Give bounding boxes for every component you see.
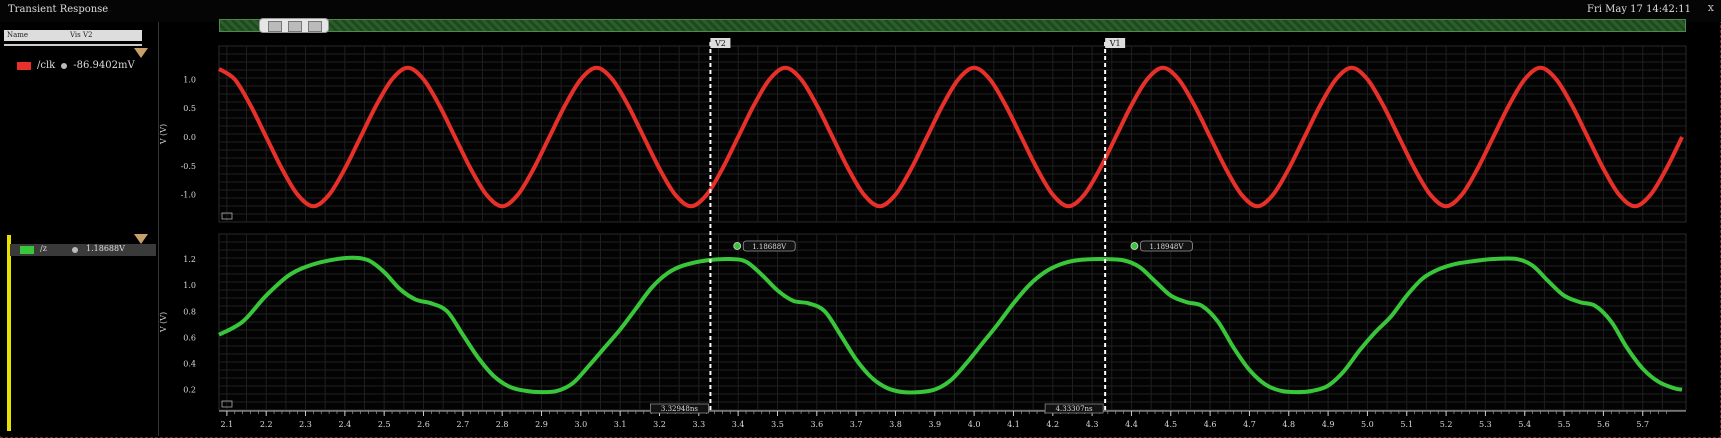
legend-trace-name: /z [40,244,47,253]
y-tick-label: 0.6 [183,333,196,342]
x-tick-label: 3.6 [810,420,823,429]
x-tick-label: 4.4 [1125,420,1138,429]
legend-header-name: Name [7,31,29,39]
cursor-value-box [742,240,796,252]
legend-trace-value: -86.9402mV [73,60,135,71]
x-tick-label: 4.1 [1007,420,1020,429]
y-tick-label: 1.0 [183,75,196,84]
cursor-tag [1105,38,1126,48]
legend-trace-name: /clk [37,60,56,71]
x-tick-label: 4.8 [1282,420,1295,429]
panel-tag-icon [221,212,233,220]
datetime-label: Fri May 17 14:42:11 [1587,4,1691,15]
cursor-dot-icon [72,247,78,253]
x-tick-label: 5.0 [1361,420,1374,429]
x-tick-label: 3.9 [928,420,941,429]
x-tick-label: 2.7 [456,420,469,429]
series-line-clk [217,65,1684,209]
cursor-value-label: 1.18688V [752,243,787,251]
x-tick-label: 2.3 [299,420,312,429]
x-tick-label: 4.5 [1164,420,1177,429]
grip-icon [288,21,302,32]
cursor-tag [710,38,731,48]
x-tick-label: 5.3 [1479,420,1492,429]
x-tick-label: 3.7 [850,420,863,429]
x-tick-label: 2.5 [378,420,391,429]
cursor-value-label: 1.18948V [1149,243,1184,251]
series-line-z [218,255,1683,395]
cursor-point [733,242,742,250]
legend-item-z[interactable]: /z 1.18688V [10,244,156,256]
x-tick-label: 3.1 [614,420,627,429]
x-tick-label: 4.6 [1204,420,1217,429]
y-tick-label: 0.5 [183,104,196,113]
x-tick-label: 2.1 [220,420,233,429]
x-tick-label: 5.2 [1440,420,1453,429]
x-tick-label: 4.3 [1086,420,1099,429]
x-tick-label: 5.5 [1558,420,1571,429]
legend-item-clk[interactable]: /clk -86.9402mV [17,60,135,71]
x-tick-label: 5.7 [1636,420,1649,429]
x-tick-label: 4.0 [968,420,981,429]
y-tick-label: 1.0 [183,281,196,290]
legend-header-vis: Vis V2 [70,31,93,39]
x-tick-label: 2.9 [535,420,548,429]
y-tick-label: -0.5 [181,162,196,171]
window-title: Transient Response [8,4,109,15]
grip-icon [268,21,282,32]
selection-bar [7,235,11,431]
x-tick-label: 4.9 [1322,420,1335,429]
x-tick-label: 3.5 [771,420,784,429]
x-tick-label: 5.6 [1597,420,1610,429]
x-tick-label: 2.2 [260,420,273,429]
time-scrollbar[interactable] [219,18,1686,33]
x-tick-label: 3.8 [889,420,902,429]
x-tick-label: 4.2 [1046,420,1059,429]
x-tick-label: 5.4 [1518,420,1531,429]
x-tick-label: 3.2 [653,420,666,429]
title-bar: Transient Response Fri May 17 14:42:11 x [0,0,1721,22]
legend-panel: Name Vis V2 /clk -86.9402mV /z 1.18688V [0,22,159,436]
x-tick-label: 2.4 [338,420,351,429]
panel-marker-icon[interactable] [134,234,148,244]
panel-tag-icon [221,400,233,408]
grid [219,234,1686,410]
y-tick-label: -1.0 [181,191,196,200]
x-tick-label: 3.4 [732,420,745,429]
x-tick-label: 2.8 [496,420,509,429]
x-tick-label: 5.1 [1400,420,1413,429]
scrollbar-thumb[interactable] [259,18,329,33]
cursor-value-box [1140,240,1193,252]
close-icon[interactable]: x [1707,1,1714,14]
legend-divider [4,44,142,46]
y-tick-label: 0.2 [183,386,196,395]
y-axis-label: V (V) [159,124,168,145]
x-tick-label: 2.6 [417,420,430,429]
y-tick-label: 1.2 [183,255,196,264]
y-axis-label: V (V) [159,312,168,333]
x-tick-label: 3.3 [692,420,705,429]
legend-trace-value: 1.18688V [86,244,125,253]
y-tick-label: 0.4 [183,359,196,368]
cursor-dot-icon [61,62,68,69]
cursor-time-box [650,403,709,414]
panel-marker-icon[interactable] [134,48,148,58]
legend-swatch [17,61,31,70]
cursor-name: V1 [1109,39,1121,48]
cursor-time-label: 4.33307ns [1056,405,1093,413]
cursor-time-label: 3.32948ns [661,405,698,413]
cursor-time-box [1044,403,1104,414]
y-tick-label: 0.0 [183,133,196,142]
grip-icon [308,21,322,32]
cursor-name: V2 [714,39,726,48]
cursor-point [1130,242,1139,250]
legend-header: Name Vis V2 [4,30,142,41]
y-tick-label: 0.8 [183,307,196,316]
x-tick-label: 4.7 [1243,420,1256,429]
legend-swatch [20,246,34,254]
x-tick-label: 3.0 [574,420,587,429]
